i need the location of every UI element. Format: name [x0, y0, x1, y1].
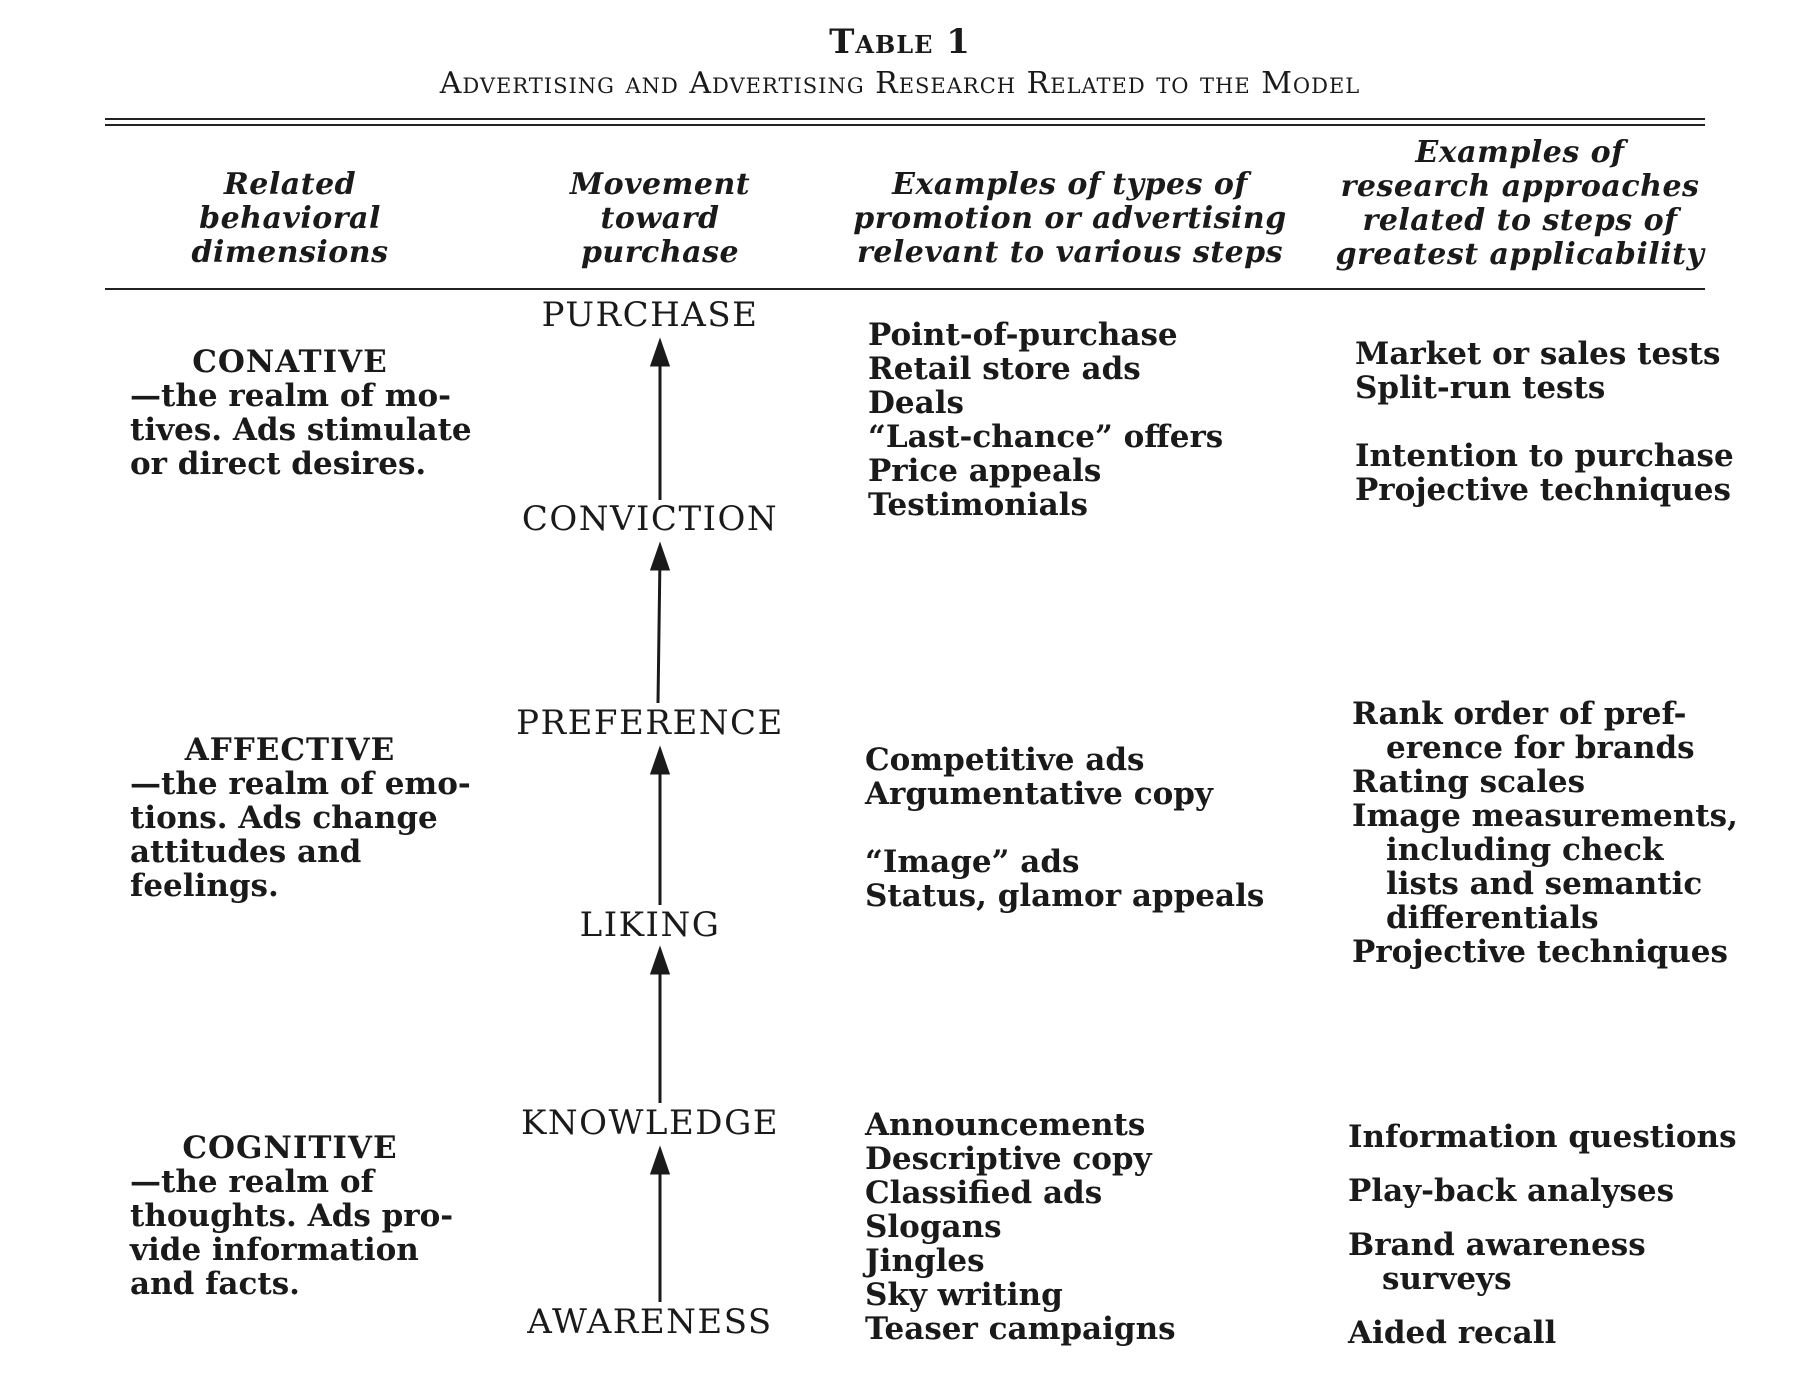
top-rule-1 [105, 118, 1705, 120]
list-item: Market or sales tests [1355, 336, 1721, 372]
list-item: Competitive ads [865, 742, 1145, 778]
list-item: Testimonials [868, 487, 1088, 523]
arrow-preference-to-conviction [656, 555, 662, 704]
header-promotion: Examples of types of promotion or advert… [853, 167, 1287, 270]
header-movement: Movement toward purchase [569, 167, 751, 270]
promotion-cognitive: Announcements Descriptive copy Classifie… [865, 1108, 1176, 1346]
table-title: Advertising and Advertising Research Rel… [439, 66, 1361, 101]
dimension-conative: CONATIVE —the realm of mo- tives. Ads st… [130, 344, 472, 482]
list-item: surveys [1382, 1261, 1512, 1297]
list-item: Jingles [865, 1243, 985, 1279]
list-item: Classified ads [865, 1175, 1103, 1211]
list-item: “Image” ads [865, 844, 1080, 880]
header-dimensions: Related behavioral dimensions [191, 167, 389, 270]
arrowhead-icon [649, 1145, 671, 1175]
header-research: Examples of research approaches related … [1335, 135, 1705, 272]
research-conative: Market or sales tests Split-run tests In… [1355, 337, 1734, 507]
list-item: including check [1386, 832, 1664, 868]
list-item: Point-of-purchase [868, 317, 1178, 353]
research-affective: Rank order of pref- erence for brands Ra… [1352, 697, 1738, 969]
list-item: Sky writing [865, 1277, 1063, 1313]
arrowhead-icon [649, 541, 671, 571]
list-item: “Last-chance” offers [868, 419, 1224, 455]
stage-liking: LIKING [579, 905, 721, 945]
stage-conviction: CONVICTION [521, 499, 779, 539]
list-item: Deals [868, 385, 964, 421]
list-item: Rank order of pref- [1352, 696, 1687, 732]
list-item: Status, glamor appeals [865, 878, 1265, 914]
list-item: erence for brands [1386, 730, 1695, 766]
table-number: Table 1 [829, 22, 971, 62]
list-item: Information questions [1348, 1119, 1737, 1155]
list-item: Price appeals [868, 453, 1102, 489]
dimension-name: COGNITIVE [182, 1130, 398, 1166]
list-item: Teaser campaigns [865, 1311, 1176, 1347]
stage-preference: PREFERENCE [516, 703, 784, 743]
promotion-conative: Point-of-purchase Retail store ads Deals… [868, 318, 1223, 522]
dimension-name: CONATIVE [192, 344, 388, 380]
list-item: Intention to purchase [1355, 438, 1734, 474]
stage-knowledge: KNOWLEDGE [520, 1103, 780, 1143]
list-item: Split-run tests [1355, 370, 1606, 406]
arrowhead-icon [649, 945, 671, 975]
arrowhead-icon [649, 337, 671, 367]
list-item: Aided recall [1348, 1315, 1557, 1351]
stage-purchase: PURCHASE [541, 295, 759, 335]
list-item: differentials [1386, 900, 1599, 936]
list-item: Announcements [865, 1107, 1146, 1143]
dimension-affective: AFFECTIVE —the realm of emo- tions. Ads … [130, 732, 471, 904]
list-item: Brand awareness [1348, 1227, 1646, 1263]
list-item: Projective techniques [1355, 472, 1731, 508]
dimension-cognitive: COGNITIVE —the realm of thoughts. Ads pr… [130, 1130, 454, 1302]
list-item: Retail store ads [868, 351, 1141, 387]
list-item: Rating scales [1352, 764, 1586, 800]
list-item: Slogans [865, 1209, 1002, 1245]
list-item: Image measurements, [1352, 798, 1738, 834]
list-item: lists and semantic [1386, 866, 1703, 902]
research-cognitive: Information questions Play-back analyses… [1348, 1120, 1737, 1350]
stage-awareness: AWARENESS [527, 1302, 773, 1342]
list-item: Projective techniques [1352, 934, 1728, 970]
list-item: Play-back analyses [1348, 1173, 1675, 1209]
top-rule-2 [105, 124, 1705, 126]
list-item: Descriptive copy [865, 1141, 1152, 1177]
promotion-affective: Competitive ads Argumentative copy “Imag… [865, 743, 1264, 913]
list-item: Argumentative copy [865, 776, 1213, 812]
dimension-name: AFFECTIVE [184, 732, 396, 768]
arrowhead-icon [649, 745, 671, 775]
header-rule [105, 288, 1705, 290]
